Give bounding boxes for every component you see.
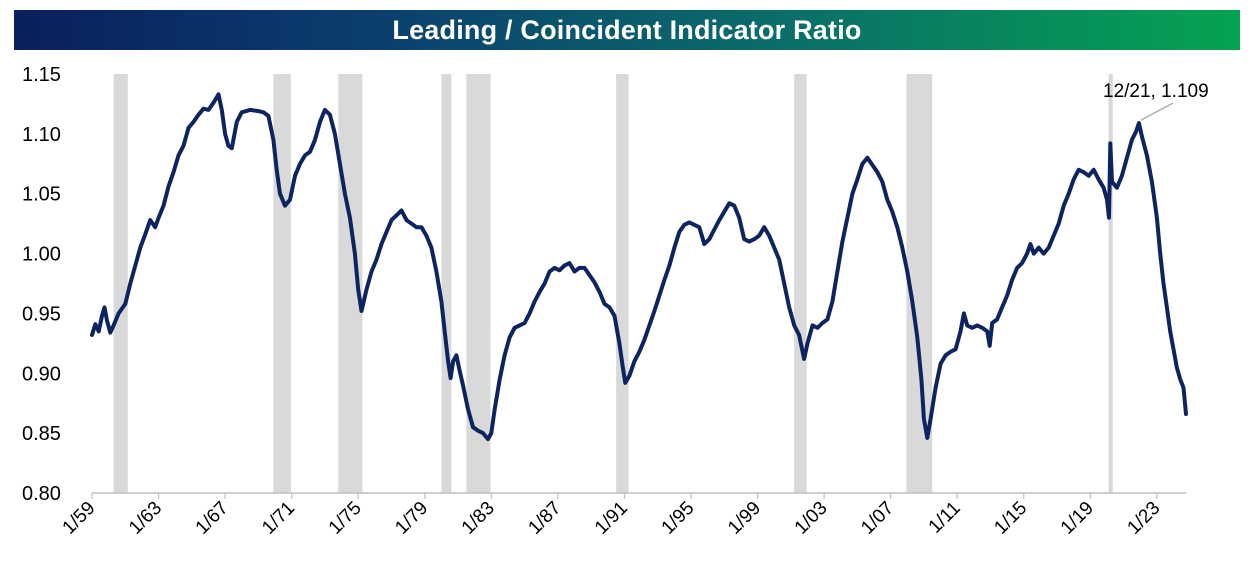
x-tick-label: 1/83 bbox=[458, 498, 499, 539]
x-tick-label: 1/23 bbox=[1123, 498, 1164, 539]
x-tick-label: 1/75 bbox=[325, 498, 366, 539]
y-tick-label: 0.85 bbox=[22, 423, 61, 445]
recession-band bbox=[441, 74, 452, 493]
x-tick-label: 1/95 bbox=[658, 498, 699, 539]
x-tick-label: 1/71 bbox=[258, 498, 299, 539]
x-tick-label: 1/03 bbox=[791, 498, 832, 539]
annotation-leader-line bbox=[1140, 102, 1174, 121]
y-tick-label: 1.05 bbox=[22, 184, 61, 206]
y-tick-label: 0.95 bbox=[22, 303, 61, 325]
recession-band bbox=[273, 74, 291, 493]
x-tick-label: 1/15 bbox=[990, 498, 1031, 539]
recession-band bbox=[1108, 74, 1113, 493]
recession-band bbox=[616, 74, 629, 493]
x-tick-label: 1/63 bbox=[125, 498, 166, 539]
y-tick-label: 1.10 bbox=[22, 124, 61, 146]
x-tick-label: 1/19 bbox=[1057, 498, 1098, 539]
x-tick-label: 1/11 bbox=[925, 498, 965, 538]
y-tick-label: 0.80 bbox=[22, 483, 61, 505]
chart-title-bar: Leading / Coincident Indicator Ratio bbox=[14, 10, 1240, 50]
x-tick-label: 1/87 bbox=[524, 498, 565, 539]
x-tick-label: 1/91 bbox=[591, 498, 632, 539]
annotation-label: 12/21, 1.109 bbox=[1103, 81, 1209, 102]
series-line bbox=[90, 92, 1188, 442]
x-tick-label: 1/07 bbox=[857, 498, 898, 539]
x-tick-label: 1/59 bbox=[59, 498, 100, 539]
x-tick-label: 1/79 bbox=[391, 498, 432, 539]
chart-title: Leading / Coincident Indicator Ratio bbox=[392, 14, 862, 45]
y-tick-label: 0.90 bbox=[22, 363, 61, 385]
recession-band bbox=[794, 74, 807, 493]
y-tick-label: 1.15 bbox=[22, 64, 61, 86]
x-tick-label: 1/99 bbox=[724, 498, 765, 539]
y-tick-label: 1.00 bbox=[22, 244, 61, 266]
x-tick-label: 1/67 bbox=[192, 498, 233, 539]
recession-band bbox=[113, 74, 128, 493]
